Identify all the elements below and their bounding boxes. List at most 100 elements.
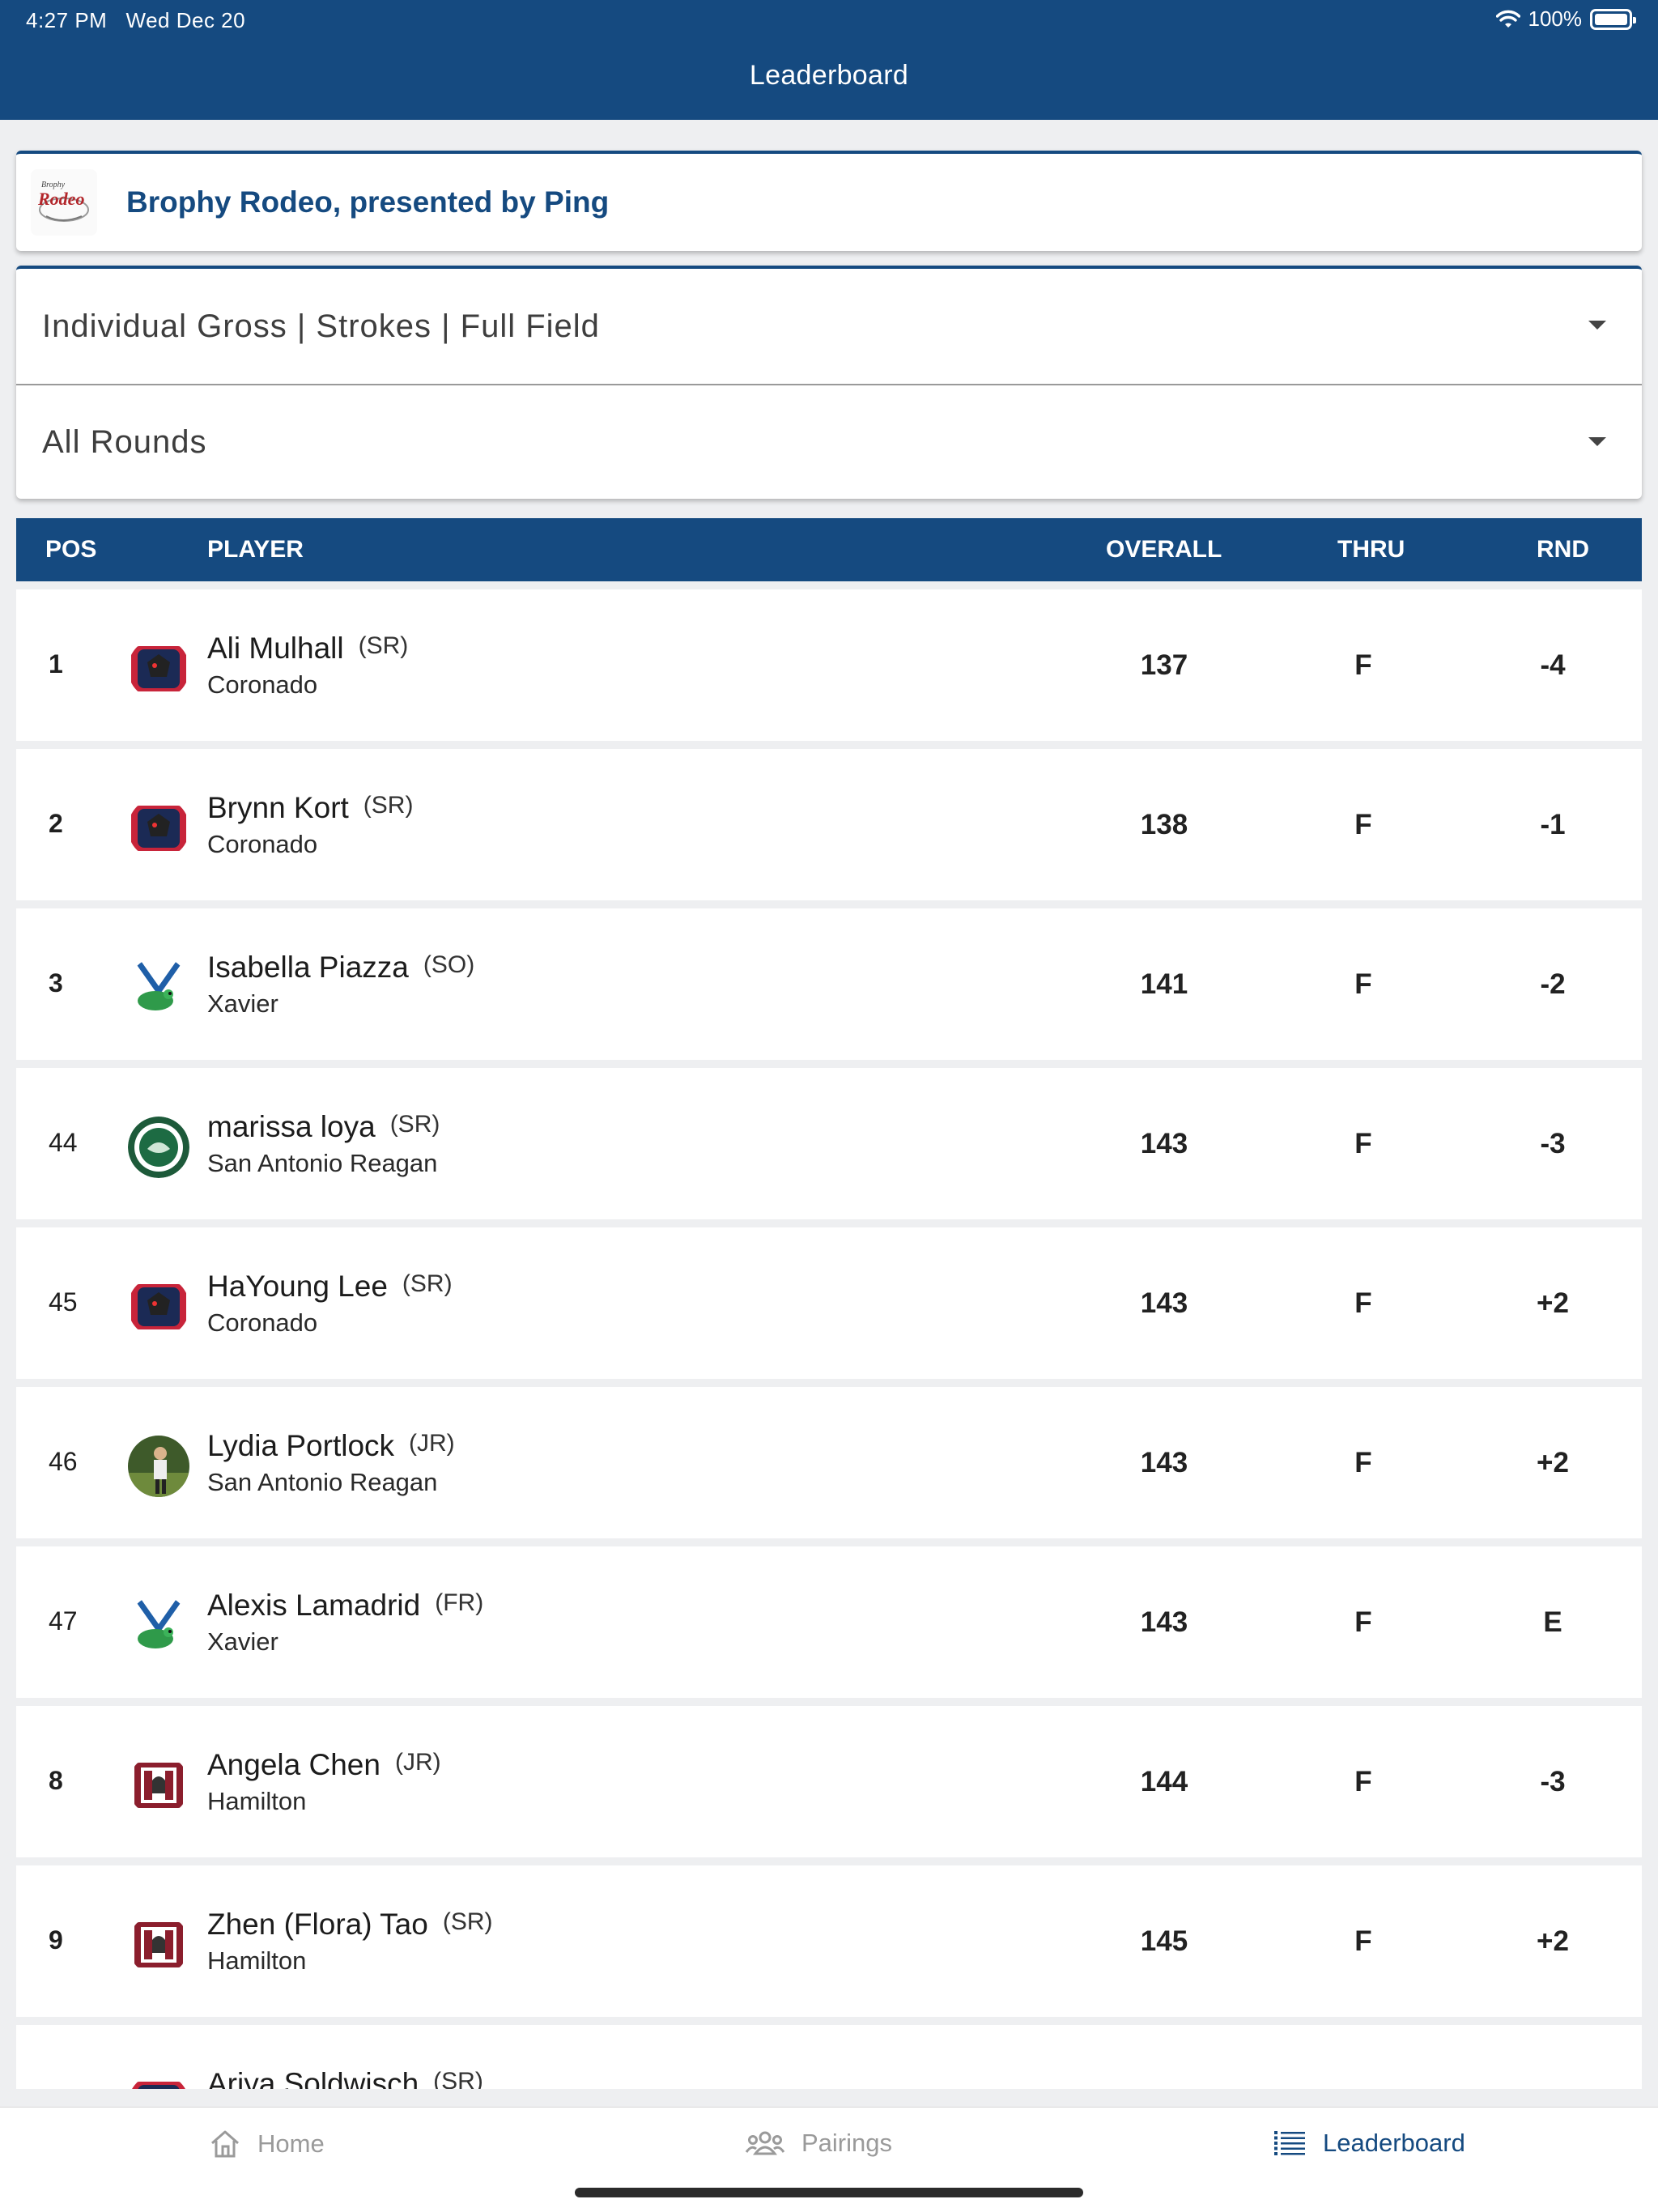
player-name: HaYoung Lee — [207, 1270, 388, 1303]
status-time: 4:27 PM Wed Dec 20 — [26, 8, 245, 33]
player-school: Coronado — [207, 830, 318, 858]
thru-value: F — [1354, 1925, 1372, 1957]
overall-score: 143 — [1140, 1287, 1188, 1319]
header-rnd: RND — [1537, 536, 1589, 563]
table-row[interactable]: 47 Alexis Lamadrid (FR) Xavier 143 F E — [16, 1546, 1642, 1698]
team-logo-reagan — [128, 1117, 189, 1178]
rounds-value: All Rounds — [42, 423, 207, 460]
table-row[interactable]: 45 HaYoung Lee (SR) Coronado 143 F +2 — [16, 1227, 1642, 1379]
row-pos: 46 — [49, 1447, 78, 1476]
tab-leaderboard-label: Leaderboard — [1323, 2129, 1465, 2157]
thru-value: F — [1354, 649, 1372, 681]
player-name-line[interactable]: Ali Mulhall (SR) — [207, 632, 408, 666]
thru-value: F — [1354, 1606, 1372, 1638]
table-row[interactable]: 8 Angela Chen (JR) Hamilton 144 F -3 — [16, 1706, 1642, 1857]
overall-score: 143 — [1140, 1447, 1188, 1478]
player-school: Coronado — [207, 670, 318, 699]
table-row[interactable]: 2 Brynn Kort (SR) Coronado 138 F -1 — [16, 749, 1642, 900]
table-row[interactable]: 1 Ali Mulhall (SR) Coronado 137 F -4 — [16, 589, 1642, 741]
player-class: (SR) — [433, 2068, 483, 2089]
team-logo-coronado — [128, 2074, 189, 2089]
player-name-line[interactable]: Lydia Portlock (JR) — [207, 1429, 455, 1463]
player-name-line[interactable]: Isabella Piazza (SO) — [207, 951, 474, 985]
player-name-line[interactable]: Alexis Lamadrid (FR) — [207, 1589, 483, 1623]
header-thru: THRU — [1337, 536, 1405, 563]
thru-value: F — [1354, 1447, 1372, 1478]
svg-text:Brophy: Brophy — [41, 181, 66, 189]
player-class: (SR) — [402, 1270, 453, 1297]
thru-value: F — [1354, 1128, 1372, 1159]
overall-score: 144 — [1140, 1766, 1188, 1797]
player-name-line[interactable]: Angela Chen (JR) — [207, 1748, 441, 1782]
row-pos: 9 — [49, 1925, 63, 1955]
scoring-type-select[interactable]: Individual Gross | Strokes | Full Field — [16, 269, 1642, 384]
player-name-line[interactable]: Zhen (Flora) Tao (SR) — [207, 1908, 492, 1942]
player-photo — [128, 1436, 189, 1497]
round-score: -3 — [1540, 1766, 1566, 1797]
player-name: Zhen (Flora) Tao — [207, 1908, 428, 1941]
home-icon — [211, 2130, 239, 2158]
header-player: PLAYER — [207, 536, 304, 563]
tab-home[interactable]: Home — [209, 2129, 325, 2159]
team-logo-coronado — [128, 638, 189, 700]
row-pos: 2 — [49, 809, 63, 838]
caret-down-icon — [1588, 437, 1606, 446]
player-name: Brynn Kort — [207, 791, 349, 824]
people-icon — [745, 2131, 785, 2155]
filters-panel: Individual Gross | Strokes | Full Field … — [16, 266, 1642, 499]
player-name-line[interactable]: Ariya Soldwisch (SR) — [207, 2067, 483, 2089]
rounds-select[interactable]: All Rounds — [16, 384, 1642, 499]
player-name-line[interactable]: Brynn Kort (SR) — [207, 791, 413, 825]
player-school: Xavier — [207, 1627, 278, 1656]
tab-leaderboard[interactable]: Leaderboard — [1273, 2129, 1465, 2158]
row-pos: 44 — [49, 1128, 78, 1157]
player-name: Lydia Portlock — [207, 1429, 395, 1462]
thru-value: F — [1354, 809, 1372, 840]
tab-pairings[interactable]: Pairings — [745, 2129, 892, 2158]
table-row[interactable]: 44 marissa loya (SR) San Antonio Reagan 1… — [16, 1068, 1642, 1219]
thru-value: F — [1354, 1287, 1372, 1319]
battery-icon — [1590, 8, 1636, 30]
top-bar: 4:27 PM Wed Dec 20 100% Leaderboard — [0, 0, 1658, 120]
player-school: Xavier — [207, 989, 278, 1018]
team-logo-coronado — [128, 798, 189, 859]
home-indicator[interactable] — [575, 2188, 1083, 2197]
header-pos: POS — [45, 536, 97, 563]
round-score: +2 — [1537, 1447, 1569, 1478]
svg-text:Rodeo: Rodeo — [37, 189, 84, 209]
row-pos: 1 — [49, 649, 63, 678]
round-score: E — [1543, 1606, 1562, 1638]
team-logo-hamilton — [128, 1914, 189, 1976]
event-card[interactable]: Brophy Rodeo Brophy Rodeo, presented by … — [16, 151, 1642, 251]
player-class: (JR) — [409, 1430, 455, 1457]
row-pos: 47 — [49, 1606, 78, 1636]
player-name: Alexis Lamadrid — [207, 1589, 421, 1622]
player-name: Isabella Piazza — [207, 951, 409, 984]
table-row[interactable]: Ariya Soldwisch (SR) — [16, 2025, 1642, 2089]
leaderboard-list[interactable]: 1 Ali Mulhall (SR) Coronado 137 F -4 2 Br… — [16, 589, 1642, 2089]
event-logo: Brophy Rodeo — [31, 169, 97, 236]
table-row[interactable]: 46 Lydia Portlock (JR) San Antonio Reagan… — [16, 1387, 1642, 1538]
team-logo-hamilton — [128, 1755, 189, 1816]
player-school: Hamilton — [207, 1787, 307, 1815]
round-score: -2 — [1540, 968, 1566, 1000]
player-name: Ali Mulhall — [207, 632, 344, 665]
player-school: San Antonio Reagan — [207, 1149, 438, 1177]
overall-score: 145 — [1140, 1925, 1188, 1957]
page-title: Leaderboard — [749, 60, 909, 91]
tab-home-label: Home — [257, 2129, 325, 2158]
player-class: (SR) — [358, 632, 409, 659]
player-school: San Antonio Reagan — [207, 1468, 438, 1496]
status-date: Wed Dec 20 — [125, 8, 246, 32]
player-name-line[interactable]: HaYoung Lee (SR) — [207, 1270, 453, 1304]
table-row[interactable]: 9 Zhen (Flora) Tao (SR) Hamilton 145 F +2 — [16, 1865, 1642, 2017]
round-score: -4 — [1540, 649, 1566, 681]
player-name: Angela Chen — [207, 1748, 380, 1781]
player-name: Ariya Soldwisch — [207, 2067, 419, 2089]
list-icon — [1274, 2131, 1305, 2155]
scoring-type-value: Individual Gross | Strokes | Full Field — [42, 308, 600, 344]
player-name-line[interactable]: marissa loya (SR) — [207, 1110, 440, 1144]
thru-value: F — [1354, 968, 1372, 1000]
table-row[interactable]: 3 Isabella Piazza (SO) Xavier 141 F -2 — [16, 908, 1642, 1060]
player-class: (FR) — [435, 1589, 484, 1616]
